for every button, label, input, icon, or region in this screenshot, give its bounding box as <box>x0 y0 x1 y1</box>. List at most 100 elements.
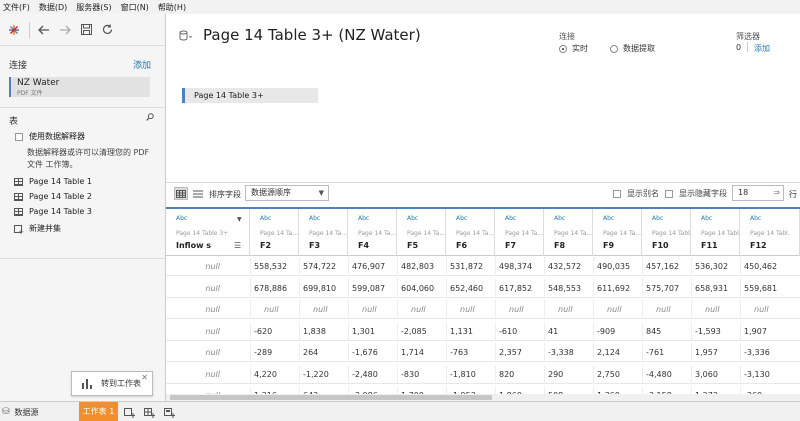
table-cell: -2,085 <box>401 326 427 336</box>
column-type-icon[interactable]: Abc <box>407 215 419 222</box>
use-interpreter-row[interactable]: 使用数据解释器 <box>15 131 85 142</box>
extract-radio-option[interactable]: 数据提取 <box>610 43 655 54</box>
column-name: F8 <box>554 241 566 250</box>
connection-item[interactable]: NZ Water PDF 文件 <box>9 77 150 97</box>
show-alias-checkbox[interactable] <box>613 189 621 198</box>
table-cell: 699,810 <box>303 283 337 293</box>
menu-help[interactable]: 帮助(H) <box>157 2 187 12</box>
table-cell: -763 <box>450 348 469 357</box>
column-header[interactable]: Abc Page 14 Ta... F2 <box>250 209 299 256</box>
menu-file[interactable]: 文件(F) <box>3 2 30 12</box>
menu-server[interactable]: 服务器(S) <box>76 2 112 12</box>
grid-toolbar: 排序字段 数据源顺序 ▼ 显示别名 显示隐藏字段 18 ⇒ 行 <box>166 182 800 204</box>
column-header[interactable]: Abc Page 14 Ta... F5 <box>397 209 446 256</box>
table-cell: -2,480 <box>352 369 378 379</box>
goto-worksheet-tooltip[interactable]: 转到工作表 ✕ <box>71 371 153 396</box>
page-title[interactable]: Page 14 Table 3+ (NZ Water) <box>203 26 421 44</box>
add-filter-link[interactable]: 添加 <box>754 44 770 53</box>
column-header[interactable]: Abc Page 14 Table 3+ Inflow s ▼ ☰ <box>166 209 250 256</box>
sort-icon[interactable]: ☰ <box>234 241 242 250</box>
column-header[interactable]: Abc Page 14 Tabl... F11 <box>691 209 741 256</box>
table-cell: null <box>558 305 573 314</box>
datasource-tab[interactable]: ⛁ 数据源 <box>2 402 39 421</box>
show-hidden-option[interactable]: 显示隐藏字段 <box>665 188 727 199</box>
table-item-1[interactable]: Page 14 Table 1 <box>14 177 92 186</box>
new-dashboard-icon[interactable] <box>142 405 156 419</box>
forward-arrow-icon[interactable] <box>58 23 72 37</box>
column-type-icon[interactable]: Abc <box>505 215 517 222</box>
add-connection-link[interactable]: 添加 <box>132 61 151 71</box>
column-header[interactable]: Abc Page 14 Ta... F7 <box>495 209 544 256</box>
canvas-table-pill[interactable]: Page 14 Table 3+ <box>182 88 318 103</box>
list-view-button[interactable] <box>191 187 205 200</box>
column-header[interactable]: Abc Page 14 Ta... F8 <box>544 209 593 256</box>
table-cell: 290 <box>548 369 564 379</box>
live-radio-option[interactable]: 实时 <box>559 43 588 54</box>
table-item-3[interactable]: Page 14 Table 3 <box>14 207 92 216</box>
table-cell: null <box>754 305 769 314</box>
scrollbar-thumb[interactable] <box>170 395 492 400</box>
column-type-icon[interactable]: Abc <box>554 215 566 222</box>
live-radio[interactable] <box>559 44 567 53</box>
sort-order-select[interactable]: 数据源顺序 ▼ <box>245 185 329 201</box>
new-worksheet-icon[interactable] <box>122 405 136 419</box>
table-item-2[interactable]: Page 14 Table 2 <box>14 192 92 201</box>
column-header[interactable]: Abc Page 14 Ta... F6 <box>446 209 495 256</box>
bar-chart-icon <box>82 378 93 389</box>
union-icon <box>14 224 24 236</box>
column-type-icon[interactable]: Abc <box>358 215 370 222</box>
table-cell: null <box>205 283 220 293</box>
table-cell: 575,707 <box>646 283 680 293</box>
table-cell: null <box>705 305 720 314</box>
menu-window[interactable]: 窗口(N) <box>120 2 149 12</box>
table-cell: 41 <box>548 326 559 336</box>
column-type-icon[interactable]: Abc <box>701 215 713 222</box>
horizontal-scrollbar[interactable] <box>166 394 800 401</box>
column-header[interactable]: Abc Page 14 Tabl... F12 <box>740 209 800 256</box>
column-menu-chevron-icon[interactable]: ▼ <box>237 216 242 223</box>
table-cell: -1,953 <box>450 386 476 394</box>
save-icon[interactable] <box>79 23 93 37</box>
new-union-item[interactable]: 新建并集 <box>14 223 61 236</box>
tableau-logo-icon[interactable] <box>7 23 21 37</box>
column-type-icon[interactable]: Abc <box>750 215 762 222</box>
column-type-icon[interactable]: Abc <box>176 215 188 222</box>
data-grid: Abc Page 14 Table 3+ Inflow s ▼ ☰ Abc Page 14 … <box>166 207 800 394</box>
grid-view-button[interactable] <box>174 187 188 200</box>
column-type-icon[interactable]: Abc <box>309 215 321 222</box>
column-header[interactable]: Abc Page 14 Ta... F9 <box>593 209 642 256</box>
table-cell: -1,810 <box>450 369 476 379</box>
table-icon <box>14 207 23 216</box>
new-story-icon[interactable] <box>162 405 176 419</box>
arrow-right-icon[interactable]: ⇒ <box>773 188 780 197</box>
rows-count-input[interactable]: 18 ⇒ <box>732 185 784 201</box>
bottom-tab-bar: ⛁ 数据源 工作表 1 <box>0 401 800 421</box>
table-cell: null <box>313 305 328 314</box>
column-type-icon[interactable]: Abc <box>260 215 272 222</box>
menu-data[interactable]: 数据(D) <box>38 2 68 12</box>
column-type-icon[interactable]: Abc <box>652 215 664 222</box>
column-type-icon[interactable]: Abc <box>603 215 615 222</box>
connections-title: 连接 <box>9 61 28 71</box>
column-header[interactable]: Abc Page 14 Ta... F3 <box>299 209 348 256</box>
show-hidden-checkbox[interactable] <box>665 189 673 198</box>
table-cell: 1,272 <box>695 386 718 394</box>
use-interpreter-label: 使用数据解释器 <box>29 132 85 141</box>
datasource-icon[interactable] <box>179 30 193 45</box>
show-alias-option[interactable]: 显示别名 <box>613 188 659 199</box>
column-header[interactable]: Abc Page 14 Ta... F4 <box>348 209 397 256</box>
table-cell: 574,722 <box>303 262 337 271</box>
extract-radio[interactable] <box>610 44 618 53</box>
sort-fields-label: 排序字段 <box>209 190 241 199</box>
table-cell: 1,869 <box>499 386 522 394</box>
search-icon[interactable] <box>146 113 154 123</box>
close-icon[interactable]: ✕ <box>141 373 148 382</box>
column-header[interactable]: Abc Page 14 Tabl... F10 <box>642 209 692 256</box>
column-name: F6 <box>456 241 468 250</box>
table-cell: 1,369 <box>597 386 620 394</box>
refresh-icon[interactable] <box>100 23 114 37</box>
worksheet-tab[interactable]: 工作表 1 <box>79 402 118 421</box>
use-interpreter-checkbox[interactable] <box>15 132 23 141</box>
column-type-icon[interactable]: Abc <box>456 215 468 222</box>
back-arrow-icon[interactable] <box>37 23 51 37</box>
